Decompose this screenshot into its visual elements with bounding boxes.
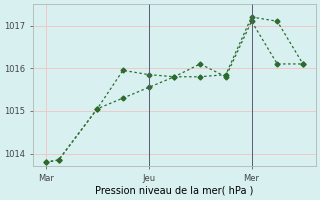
X-axis label: Pression niveau de la mer( hPa ): Pression niveau de la mer( hPa ) — [95, 186, 253, 196]
